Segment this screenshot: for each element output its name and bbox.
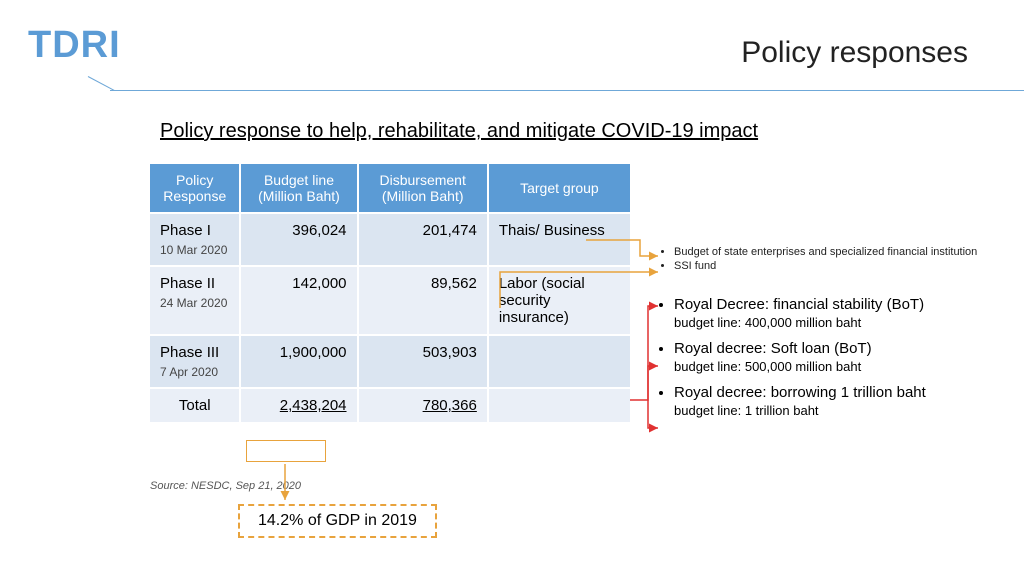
note-title: Royal decree: borrowing 1 trillion baht <box>674 384 926 401</box>
source-note: Source: NESDC, Sep 21, 2020 <box>150 480 301 492</box>
note-small: Budget of state enterprises and speciali… <box>674 246 1004 258</box>
cell-budget: 396,024 <box>240 213 357 266</box>
note-sub: budget line: 1 trillion baht <box>674 403 1004 418</box>
table-row: Phase III 7 Apr 2020 1,900,000 503,903 <box>150 335 630 388</box>
side-notes: Budget of state enterprises and speciali… <box>660 246 1004 428</box>
cell-target: Labor (social security insurance) <box>488 266 630 335</box>
policy-table: Policy Response Budget line (Million Bah… <box>150 164 630 422</box>
phase-label: Phase III <box>160 344 219 361</box>
phase-label: Phase II <box>160 275 215 292</box>
cell-budget: 1,900,000 <box>240 335 357 388</box>
table-row: Phase II 24 Mar 2020 142,000 89,562 Labo… <box>150 266 630 335</box>
total-disb: 780,366 <box>358 388 488 422</box>
cell-disb: 89,562 <box>358 266 488 335</box>
note-big: Royal Decree: financial stability (BoT) … <box>674 296 1004 330</box>
phase-label: Phase I <box>160 222 211 239</box>
total-label: Total <box>150 388 240 422</box>
col-target: Target group <box>488 164 630 213</box>
gdp-callout: 14.2% of GDP in 2019 <box>238 504 437 538</box>
note-small: SSI fund <box>674 260 1004 272</box>
phase-date: 10 Mar 2020 <box>160 243 229 257</box>
col-disb: Disbursement (Million Baht) <box>358 164 488 213</box>
cell-disb: 201,474 <box>358 213 488 266</box>
cell-budget: 142,000 <box>240 266 357 335</box>
logo: TDRI <box>28 24 121 67</box>
col-budget: Budget line (Million Baht) <box>240 164 357 213</box>
cell-disb: 503,903 <box>358 335 488 388</box>
phase-date: 24 Mar 2020 <box>160 296 229 310</box>
total-budget: 2,438,204 <box>240 388 357 422</box>
note-sub: budget line: 500,000 million baht <box>674 359 1004 374</box>
highlight-box-total-budget <box>246 440 326 462</box>
header-rule <box>110 84 1024 98</box>
note-big: Royal decree: Soft loan (BoT) budget lin… <box>674 340 1004 374</box>
col-policy: Policy Response <box>150 164 240 213</box>
subtitle: Policy response to help, rehabilitate, a… <box>160 120 758 143</box>
table-total-row: Total 2,438,204 780,366 <box>150 388 630 422</box>
cell-target: Thais/ Business <box>488 213 630 266</box>
page-title: Policy responses <box>741 36 968 70</box>
note-title: Royal decree: Soft loan (BoT) <box>674 340 872 357</box>
table-row: Phase I 10 Mar 2020 396,024 201,474 Thai… <box>150 213 630 266</box>
note-big: Royal decree: borrowing 1 trillion baht … <box>674 384 1004 418</box>
cell-target <box>488 335 630 388</box>
note-sub: budget line: 400,000 million baht <box>674 315 1004 330</box>
note-title: Royal Decree: financial stability (BoT) <box>674 296 924 313</box>
phase-date: 7 Apr 2020 <box>160 365 229 379</box>
